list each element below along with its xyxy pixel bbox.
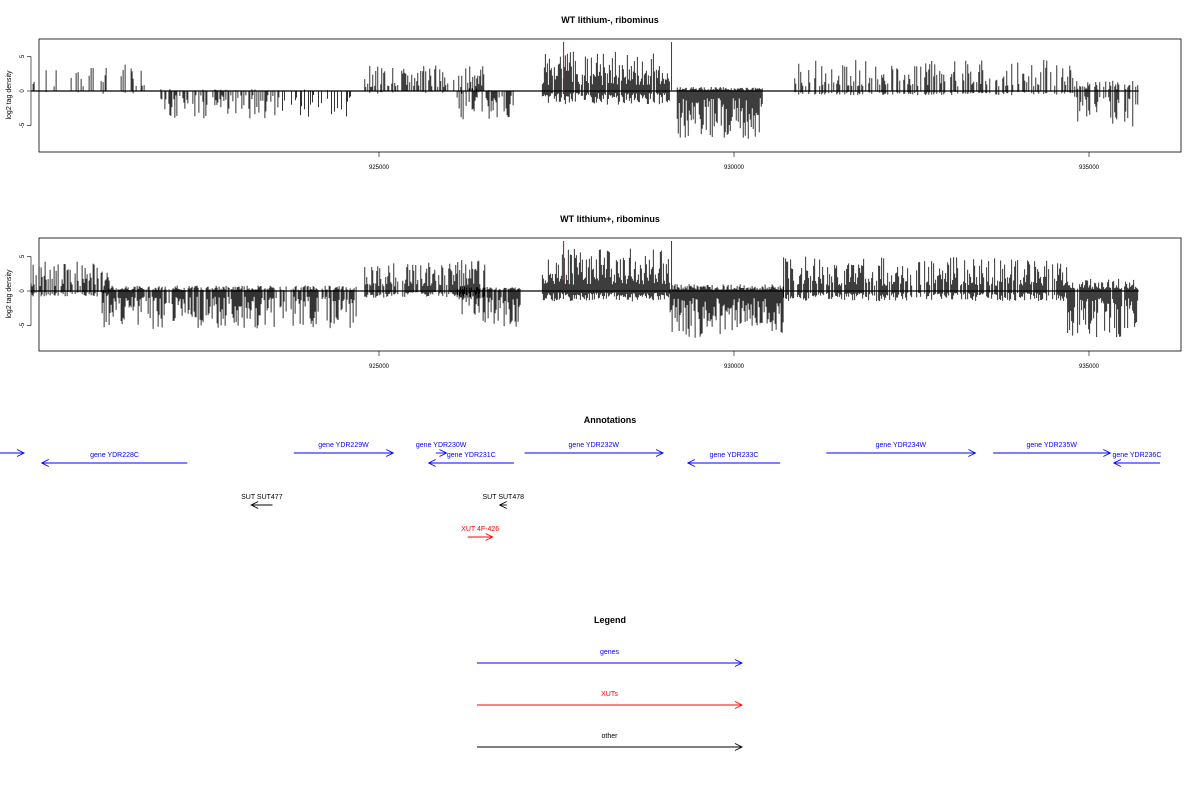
panel-title: WT lithium+, ribominus	[560, 214, 660, 224]
legend-items: genes XUTs other	[477, 649, 744, 751]
feature-label: SUT SUT477	[241, 494, 283, 501]
legend: Legend genes XUTs other	[477, 615, 744, 751]
legend-title: Legend	[594, 615, 626, 625]
feature-genes: gene YDR230W	[416, 442, 467, 457]
legend-item: other	[477, 733, 744, 751]
feature-label: gene YDR232W	[569, 442, 620, 449]
x-tick-label: 935000	[1079, 364, 1100, 370]
x-tick-label: 930000	[724, 364, 745, 370]
feature-label: gene YDR230W	[416, 442, 467, 449]
feature-arrow-head	[385, 449, 395, 457]
feature-genes: gene YDR234W	[826, 442, 977, 457]
bar-layer	[31, 51, 1139, 139]
y-axis-label: log2 tag density	[6, 70, 13, 120]
x-tick-label: 925000	[369, 364, 390, 370]
legend-item: XUTs	[477, 691, 744, 709]
bar-layer	[30, 248, 1139, 338]
feature-xuts: XUT 4F-426	[461, 526, 499, 541]
x-axis: 925000 930000 935000	[369, 351, 1100, 370]
feature-genes: gene YDR236C	[1112, 452, 1161, 467]
y-tick-label: 0	[20, 289, 26, 293]
y-tick-label: -5	[20, 122, 26, 128]
feature-label: gene YDR233C	[710, 452, 759, 459]
legend-label: XUTs	[601, 691, 618, 698]
feature-genes: gene YDR235W	[993, 442, 1112, 457]
feature-arrow-head	[16, 449, 26, 457]
feature-label: SUT SUT478	[483, 494, 525, 501]
annotations-title: Annotations	[584, 415, 637, 425]
panel-title: WT lithium-, ribominus	[561, 15, 659, 25]
legend-swatch-head	[734, 701, 744, 709]
y-tick-label: 5	[20, 254, 26, 258]
feature-other: SUT SUT478	[483, 494, 525, 509]
x-tick-label: 935000	[1079, 165, 1100, 171]
marker-layer	[563, 42, 673, 91]
plot-frame	[38, 237, 1182, 352]
feature-genes: gene YDR228C	[40, 452, 188, 467]
feature-genes: gene YDR232W	[524, 442, 665, 457]
feature-arrow-head	[439, 449, 448, 457]
track-panel-lithium-plus: WT lithium+, ribominus -5 0 5 925000 930000…	[6, 214, 1182, 370]
y-tick-label: -5	[20, 322, 26, 328]
feature-genes	[0, 449, 26, 457]
feature-arrow-head	[250, 501, 259, 509]
y-tick-label: 5	[20, 54, 26, 58]
legend-swatch-head	[734, 659, 744, 667]
y-axis: -5 0 5	[20, 54, 32, 128]
x-tick-label: 925000	[369, 165, 390, 171]
x-tick-label: 930000	[724, 165, 745, 171]
feature-genes: gene YDR229W	[293, 442, 395, 457]
feature-arrow-head	[40, 459, 49, 467]
y-axis: -5 0 5	[20, 254, 32, 328]
legend-label: other	[602, 733, 619, 740]
feature-arrow-head	[1112, 459, 1122, 467]
feature-arrow-head	[485, 533, 494, 541]
feature-arrow-head	[427, 459, 436, 467]
feature-label: gene YDR228C	[90, 452, 139, 459]
feature-other: SUT SUT477	[241, 494, 283, 509]
feature-label: XUT 4F-426	[461, 526, 499, 533]
feature-layer: gene YDR228C gene YDR229W gene YDR230W gene…	[0, 442, 1161, 541]
feature-label: gene YDR231C	[447, 452, 496, 459]
feature-arrow-head	[1103, 449, 1112, 457]
y-tick-label: 0	[20, 89, 26, 93]
legend-item: genes	[477, 649, 744, 667]
marker-layer	[563, 241, 673, 291]
feature-label: gene YDR236C	[1112, 452, 1161, 459]
track-panel-lithium-minus: WT lithium-, ribominus -5 0 5 925000 930000…	[6, 15, 1182, 171]
feature-genes: gene YDR231C	[427, 452, 514, 467]
plot-frame	[38, 38, 1182, 153]
feature-label: gene YDR234W	[876, 442, 927, 449]
legend-label: genes	[600, 649, 620, 656]
feature-genes: gene YDR233C	[686, 452, 781, 467]
x-axis: 925000 930000 935000	[369, 152, 1100, 171]
y-axis-label: log2 tag density	[6, 269, 13, 319]
feature-arrow-head	[686, 459, 696, 467]
feature-label: gene YDR229W	[318, 442, 369, 449]
legend-swatch-head	[734, 743, 744, 751]
feature-label: gene YDR235W	[1026, 442, 1077, 449]
feature-arrow-head	[968, 449, 977, 457]
feature-arrow-head	[498, 501, 507, 509]
feature-arrow-head	[655, 449, 665, 457]
